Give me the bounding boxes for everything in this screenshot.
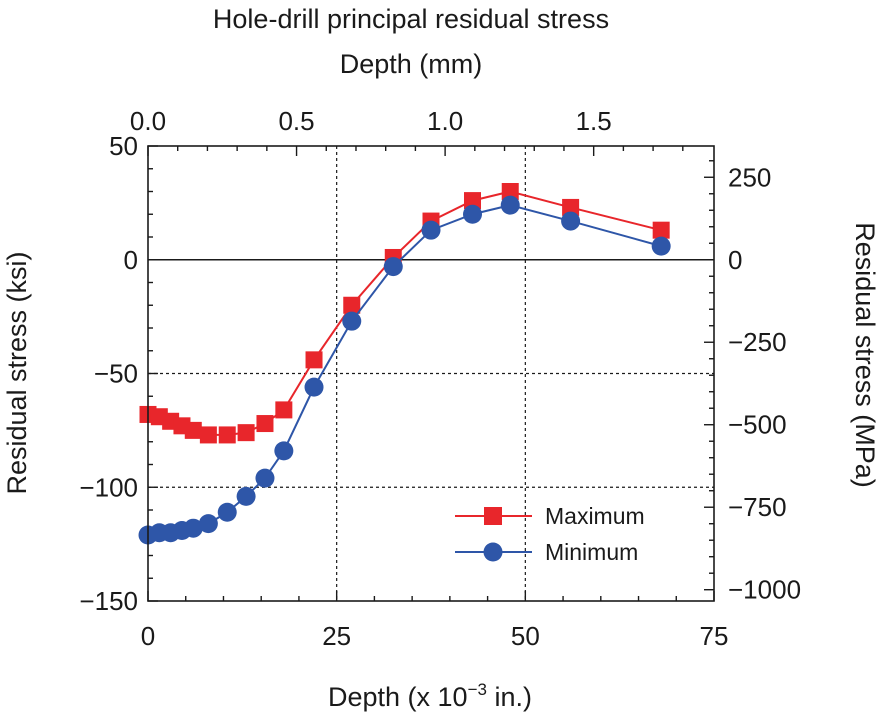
series-maximum-point	[343, 296, 361, 314]
series-minimum-point	[463, 204, 483, 224]
legend: Maximum Minimum	[455, 503, 645, 565]
top-tick-label: 1.0	[427, 106, 463, 136]
series-maximum-line	[147, 190, 662, 436]
series-maximum-point	[275, 401, 293, 419]
series-maximum-point	[237, 424, 255, 442]
top-tick-label: 0.0	[130, 106, 166, 136]
y-tick-label: 0	[124, 245, 138, 275]
right-tick-label: −500	[728, 410, 787, 440]
chart-title: Hole-drill principal residual stress	[213, 4, 609, 34]
series-minimum-line	[147, 204, 662, 537]
series-maximum-point	[184, 421, 202, 439]
series-minimum-point	[198, 514, 218, 534]
series-minimum-point	[421, 220, 441, 240]
series-minimum-point	[383, 257, 403, 277]
series-minimum-point	[304, 377, 324, 397]
y-axis-label: Residual stress (ksi)	[2, 251, 32, 494]
series-layer	[138, 183, 671, 545]
y-tick-label: −150	[79, 586, 138, 616]
series-minimum-point	[183, 518, 203, 538]
legend-maximum-label: Maximum	[545, 503, 645, 529]
legend-minimum-marker	[483, 542, 503, 562]
y-tick-label: −100	[79, 472, 138, 502]
y-tick-label: 50	[109, 131, 138, 161]
x-tick-label: 25	[322, 621, 351, 651]
grid-layer	[148, 146, 714, 601]
series-minimum-point	[255, 468, 275, 488]
series-maximum-point	[305, 351, 323, 369]
legend-maximum-marker	[484, 507, 502, 525]
y-tick-label: −50	[94, 359, 138, 389]
series-minimum-point	[561, 211, 581, 231]
x-tick-label: 50	[511, 621, 540, 651]
series-minimum-point	[274, 441, 294, 461]
x-axis-label: Depth (x 10−3 in.)	[328, 680, 532, 712]
x-tick-label: 0	[141, 621, 155, 651]
series-minimum-point	[236, 486, 256, 506]
right-tick-label: −250	[728, 327, 787, 357]
series-maximum-point	[562, 198, 580, 216]
series-maximum-point	[218, 426, 236, 444]
right-tick-label: −1000	[728, 575, 801, 605]
series-minimum-point	[500, 195, 520, 215]
right-tick-label: 0	[728, 245, 742, 275]
series-maximum-point	[464, 192, 482, 210]
series-maximum-point	[199, 426, 217, 444]
series-minimum-point	[342, 311, 362, 331]
series-maximum-point	[501, 183, 519, 200]
top-axis-label: Depth (mm)	[340, 49, 483, 79]
series-minimum-point	[217, 502, 237, 522]
top-tick-label: 0.5	[278, 106, 314, 136]
series-maximum-point	[652, 221, 670, 239]
x-tick-label: 75	[700, 621, 729, 651]
top-tick-label: 1.5	[576, 106, 612, 136]
right-tick-label: −750	[728, 492, 787, 522]
series-minimum-point	[651, 236, 671, 256]
right-tick-label: 250	[728, 162, 771, 192]
legend-minimum-label: Minimum	[545, 539, 638, 565]
right-axis-label: Residual stress (MPa)	[850, 222, 880, 488]
series-maximum-point	[256, 415, 274, 433]
plot-frame	[147, 145, 715, 602]
